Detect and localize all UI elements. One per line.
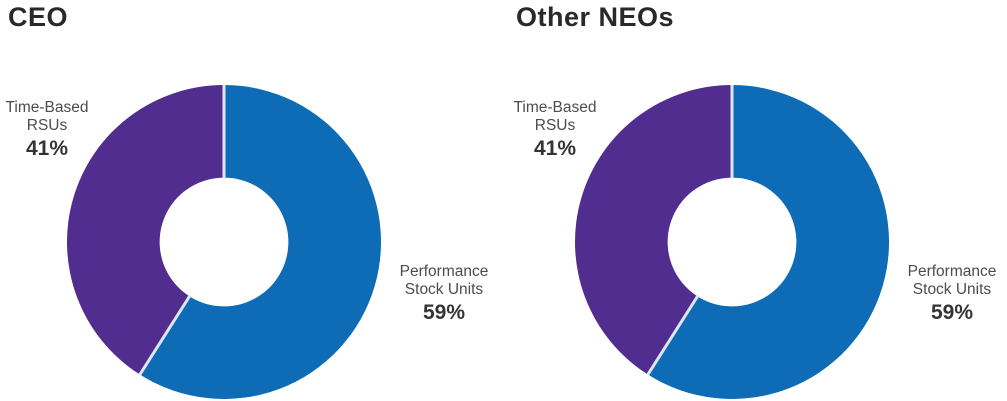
callout-percent: 41% — [533, 137, 577, 160]
callout-percent: 41% — [25, 137, 69, 160]
callout-performance-stock-units: Performance Stock Units 59% — [893, 263, 1007, 325]
slice-separator — [646, 294, 700, 376]
callout-line: Time-Based — [513, 99, 597, 116]
slice-separator — [138, 294, 192, 376]
donut-chart-other-neos — [575, 85, 889, 399]
donut-slice-performance-stock-units — [647, 85, 889, 399]
callout-line: Performance — [907, 263, 997, 280]
donut-chart-ceo — [67, 85, 381, 399]
callout-performance-stock-units: Performance Stock Units 59% — [385, 263, 503, 325]
callout-line: RSUs — [26, 117, 68, 134]
callout-time-based-rsus: Time-Based RSUs 41% — [0, 99, 94, 161]
callout-time-based-rsus: Time-Based RSUs 41% — [508, 99, 602, 161]
chart-title-other-neos: Other NEOs — [516, 2, 675, 32]
callout-line: Stock Units — [404, 281, 484, 298]
chart-group-other-neos: Other NEOs Time-Based RSUs 41% Performan… — [508, 0, 1007, 401]
chart-title-ceo: CEO — [8, 2, 69, 32]
callout-line: RSUs — [534, 117, 576, 134]
callout-percent: 59% — [930, 301, 974, 324]
callout-percent: 59% — [422, 301, 466, 324]
chart-group-ceo: CEO Time-Based RSUs 41% Performance Stoc… — [0, 0, 500, 401]
callout-line: Time-Based — [5, 99, 89, 116]
callout-line: Stock Units — [912, 281, 992, 298]
callout-line: Performance — [399, 263, 489, 280]
donut-slice-performance-stock-units — [139, 85, 381, 399]
